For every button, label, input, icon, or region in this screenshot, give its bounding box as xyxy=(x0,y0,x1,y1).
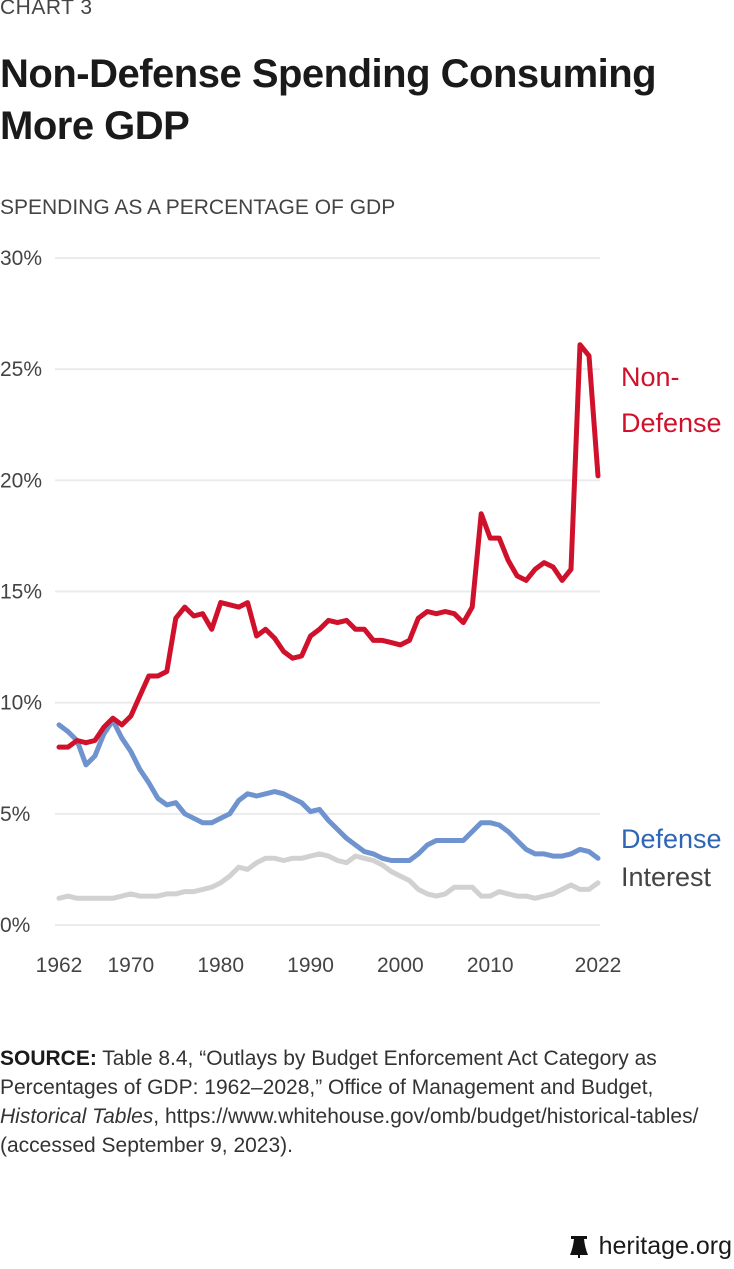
series-line-interest xyxy=(56,851,601,901)
source-italic: Historical Tables xyxy=(0,1105,154,1128)
source-text-2: , https://www.whitehouse.gov/omb/budget/… xyxy=(0,1105,699,1157)
gridlines xyxy=(55,257,600,926)
x-tick-labels: 1962 1970 1980 1990 2000 2010 2022 xyxy=(36,954,622,977)
series-label-defense: Defense xyxy=(621,824,722,854)
y-tick-label: 0% xyxy=(0,914,30,937)
series-label-non-defense: Non- xyxy=(621,362,680,392)
line-chart: 0% 5% 10% 15% 20% 25% 30% 1962 1970 1980 1990 2000… xyxy=(0,247,722,977)
y-tick-labels: 0% 5% 10% 15% 20% 25% 30% xyxy=(0,247,42,937)
series-label-non-defense: Defense xyxy=(621,408,722,438)
y-axis-label: SPENDING AS A PERCENTAGE OF GDP xyxy=(0,196,396,219)
brand-url: heritage.org xyxy=(598,1232,732,1260)
x-tick-label: 1990 xyxy=(287,954,334,977)
x-tick-label: 1962 xyxy=(36,954,83,977)
y-tick-label: 20% xyxy=(0,469,42,492)
footer-brand: heritage.org xyxy=(569,1232,732,1261)
x-tick-label: 2010 xyxy=(467,954,514,977)
chart-title: Non-Defense Spending Consuming More GDP xyxy=(0,52,657,148)
source-note: SOURCE: Table 8.4, “Outlays by Budget En… xyxy=(0,1044,725,1160)
series-line-defense xyxy=(56,718,601,863)
y-tick-label: 30% xyxy=(0,247,42,270)
y-tick-label: 25% xyxy=(0,358,42,381)
y-tick-label: 15% xyxy=(0,581,42,604)
x-tick-label: 2022 xyxy=(575,954,622,977)
source-label: SOURCE: xyxy=(0,1047,97,1070)
y-tick-label: 10% xyxy=(0,692,42,715)
series-line-non-defense xyxy=(56,342,601,750)
y-tick-label: 5% xyxy=(0,803,30,826)
x-tick-label: 1980 xyxy=(197,954,244,977)
series-lines xyxy=(56,342,601,901)
x-tick-label: 1970 xyxy=(108,954,155,977)
series-labels: Non- Defense Defense Interest xyxy=(621,362,722,892)
source-text: Table 8.4, “Outlays by Budget Enforcemen… xyxy=(0,1047,657,1099)
chart-kicker: CHART 3 xyxy=(0,0,93,19)
x-tick-label: 2000 xyxy=(377,954,424,977)
liberty-bell-icon xyxy=(569,1235,588,1258)
series-label-interest: Interest xyxy=(621,862,712,892)
